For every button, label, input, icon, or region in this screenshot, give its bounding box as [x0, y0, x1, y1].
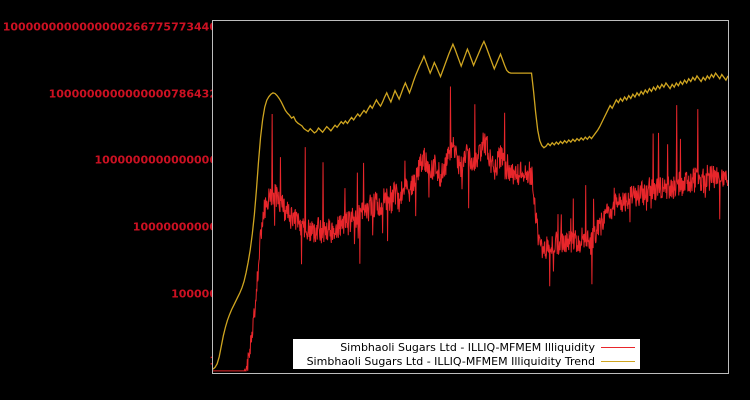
y-axis-tick-label-3: 10000000000 — [132, 220, 217, 234]
y-axis-tick-label-1: 1000000000000000786432 — [48, 87, 217, 101]
legend-entry-illiquidity: Simbhaoli Sugars Ltd - ILLIQ-MFMEM Illiq… — [294, 340, 639, 354]
illiquidity-series-line — [213, 86, 728, 370]
legend-label-illiquidity: Simbhaoli Sugars Ltd - ILLIQ-MFMEM Illiq… — [340, 340, 595, 354]
y-axis-tick-label-0: 1000000000000000266775773440 — [2, 20, 217, 34]
legend: Simbhaoli Sugars Ltd - ILLIQ-MFMEM Illiq… — [293, 339, 640, 369]
legend-entry-illiquidity-trend: Simbhaoli Sugars Ltd - ILLIQ-MFMEM Illiq… — [294, 354, 639, 368]
illiquidity-trend-series-line — [213, 41, 728, 369]
legend-label-illiquidity-trend: Simbhaoli Sugars Ltd - ILLIQ-MFMEM Illiq… — [306, 354, 595, 368]
red-line-swatch-icon — [601, 346, 635, 348]
gold-line-swatch-icon — [601, 360, 635, 362]
plot-area — [212, 20, 729, 374]
series-svg — [213, 21, 728, 373]
y-axis-tick-label-4: 100000 — [171, 287, 217, 301]
y-axis-tick-label-2: 1000000000000006 — [94, 153, 217, 167]
